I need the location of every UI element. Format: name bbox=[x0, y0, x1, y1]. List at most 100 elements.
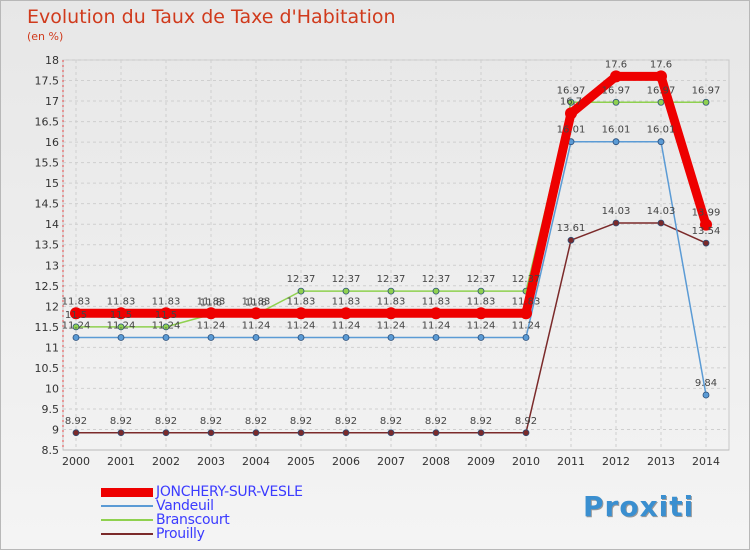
data-label-3: 14.03 bbox=[647, 206, 676, 217]
legend-label-branscourt: Branscourt bbox=[156, 512, 230, 528]
series-point-0 bbox=[475, 307, 487, 320]
series-point-2 bbox=[72, 323, 80, 331]
data-label-0: 11.83 bbox=[332, 296, 361, 307]
series-point-1 bbox=[207, 334, 215, 341]
series-point-1 bbox=[297, 334, 305, 341]
series-point-0 bbox=[160, 307, 172, 320]
series-point-2 bbox=[342, 287, 350, 295]
series-point-2 bbox=[477, 287, 485, 295]
proxiti-logo: Proxiti bbox=[583, 490, 695, 523]
series-point-3 bbox=[432, 429, 440, 437]
y-tick-label: 18 bbox=[45, 54, 59, 67]
series-point-3 bbox=[252, 429, 260, 437]
series-point-1 bbox=[252, 334, 260, 341]
series-point-2 bbox=[567, 98, 575, 106]
x-tick-label: 2006 bbox=[332, 455, 360, 468]
data-label-3: 8.92 bbox=[200, 416, 222, 427]
series-point-3 bbox=[657, 219, 665, 227]
series-point-0 bbox=[385, 307, 397, 320]
data-label-3: 8.92 bbox=[245, 416, 267, 427]
data-label-0: 17.6 bbox=[650, 59, 672, 70]
series-point-0 bbox=[700, 218, 712, 231]
legend-swatch-branscourt bbox=[101, 519, 153, 521]
data-label-3: 8.92 bbox=[470, 416, 492, 427]
y-tick-label: 15 bbox=[45, 177, 59, 190]
data-label-1: 11.24 bbox=[422, 321, 451, 332]
x-tick-label: 2007 bbox=[377, 455, 405, 468]
y-tick-label: 9 bbox=[52, 423, 59, 436]
y-tick-label: 16.5 bbox=[35, 116, 60, 129]
data-label-2: 16.97 bbox=[647, 85, 676, 96]
x-tick-label: 2003 bbox=[197, 455, 225, 468]
data-label-1: 11.24 bbox=[467, 321, 496, 332]
data-label-2: 12.37 bbox=[377, 274, 406, 285]
series-point-3 bbox=[297, 429, 305, 437]
legend-label-prouilly: Prouilly bbox=[156, 526, 205, 542]
data-label-1: 11.24 bbox=[62, 321, 91, 332]
series-point-3 bbox=[162, 429, 170, 437]
data-label-3: 13.54 bbox=[692, 226, 721, 237]
x-tick-label: 2011 bbox=[557, 455, 585, 468]
data-label-2: 12.37 bbox=[287, 274, 316, 285]
legend-label-jonchery: JONCHERY-SUR-VESLE bbox=[156, 484, 303, 500]
plot-area bbox=[62, 59, 730, 451]
data-label-0: 17.6 bbox=[605, 59, 627, 70]
data-label-0: 11.83 bbox=[107, 296, 136, 307]
data-label-3: 8.92 bbox=[515, 416, 537, 427]
y-tick-label: 14 bbox=[45, 218, 59, 231]
y-tick-label: 17 bbox=[45, 95, 59, 108]
series-point-2 bbox=[162, 323, 170, 331]
series-point-1 bbox=[72, 334, 80, 341]
series-point-1 bbox=[432, 334, 440, 341]
series-point-0 bbox=[205, 307, 217, 320]
y-tick-label: 16 bbox=[45, 136, 59, 149]
data-label-1: 11.24 bbox=[152, 321, 181, 332]
data-label-3: 8.92 bbox=[155, 416, 177, 427]
series-point-2 bbox=[117, 323, 125, 331]
data-label-0: 11.83 bbox=[422, 296, 451, 307]
data-label-1: 11.24 bbox=[242, 321, 271, 332]
series-point-3 bbox=[702, 239, 710, 247]
series-point-0 bbox=[115, 307, 127, 320]
grid-lines bbox=[63, 59, 729, 451]
x-tick-label: 2000 bbox=[62, 455, 90, 468]
series-point-1 bbox=[342, 334, 350, 341]
x-tick-label: 2014 bbox=[692, 455, 720, 468]
data-label-3: 13.61 bbox=[557, 223, 586, 234]
x-tick-label: 2008 bbox=[422, 455, 450, 468]
data-label-1: 11.24 bbox=[512, 321, 541, 332]
data-label-2: 11.5 bbox=[65, 310, 87, 321]
y-tick-label: 11 bbox=[45, 341, 59, 354]
series-point-1 bbox=[117, 334, 125, 341]
legend-swatch-jonchery bbox=[101, 488, 153, 497]
data-label-0: 11.83 bbox=[197, 296, 226, 307]
x-tick-label: 2005 bbox=[287, 455, 315, 468]
series-point-3 bbox=[612, 219, 620, 227]
series-point-0 bbox=[340, 307, 352, 320]
data-label-2: 11.5 bbox=[110, 310, 132, 321]
data-label-3: 8.92 bbox=[380, 416, 402, 427]
series-point-3 bbox=[117, 429, 125, 437]
series-point-3 bbox=[477, 429, 485, 437]
data-label-3: 8.92 bbox=[425, 416, 447, 427]
data-label-0: 11.83 bbox=[152, 296, 181, 307]
data-label-0: 11.83 bbox=[242, 296, 271, 307]
y-tick-label: 11.5 bbox=[35, 321, 60, 334]
data-label-1: 11.24 bbox=[197, 321, 226, 332]
data-label-0: 11.83 bbox=[467, 296, 496, 307]
y-tick-label: 10.5 bbox=[35, 362, 60, 375]
y-tick-label: 15.5 bbox=[35, 157, 60, 170]
legend-label-vandeuil: Vandeuil bbox=[156, 498, 214, 514]
series-point-1 bbox=[387, 334, 395, 341]
data-label-1: 16.01 bbox=[647, 125, 676, 136]
data-label-3: 14.03 bbox=[602, 206, 631, 217]
x-tick-label: 2012 bbox=[602, 455, 630, 468]
series-point-2 bbox=[702, 98, 710, 106]
data-label-0: 11.83 bbox=[512, 296, 541, 307]
series-point-3 bbox=[522, 429, 530, 437]
data-label-2: 11.5 bbox=[155, 310, 177, 321]
y-tick-label: 17.5 bbox=[35, 75, 60, 88]
x-tick-label: 2009 bbox=[467, 455, 495, 468]
series-point-0 bbox=[250, 307, 262, 320]
